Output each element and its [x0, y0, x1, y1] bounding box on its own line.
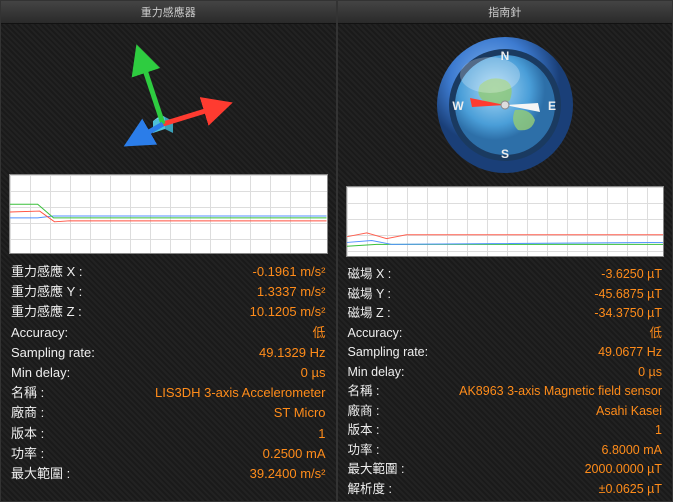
row-label: Accuracy: — [348, 325, 403, 343]
data-row: Sampling rate: 49.0677 Hz — [348, 343, 663, 363]
cardinal-e: E — [548, 99, 556, 113]
data-row: 重力感應 Y : 1.3337 m/s² — [11, 282, 326, 302]
row-label: 重力感應 Y : — [11, 283, 82, 301]
row-value: -45.6875 µT — [594, 286, 662, 304]
row-value: 0 µs — [301, 364, 326, 382]
axes-3d-svg — [78, 29, 258, 169]
data-row: 名稱 : AK8963 3-axis Magnetic field sensor — [348, 382, 663, 402]
panel-title: 指南針 — [338, 1, 673, 24]
axis-x — [163, 104, 228, 124]
gravity-sensor-panel: 重力感應器 — [0, 0, 337, 502]
data-row: Sampling rate: 49.1329 Hz — [11, 343, 326, 363]
data-row: 重力感應 X : -0.1961 m/s² — [11, 262, 326, 282]
axis-z — [128, 124, 163, 144]
row-label: Min delay: — [348, 364, 405, 382]
row-value: 6.8000 mA — [602, 442, 662, 460]
compass-svg: N E S W — [430, 30, 580, 180]
data-row: 磁場 X : -3.6250 µT — [348, 265, 663, 285]
row-label: 最大範圍 : — [11, 465, 70, 483]
data-row: 最大範圍 : 2000.0000 µT — [348, 460, 663, 480]
data-row: Min delay: 0 µs — [11, 363, 326, 383]
axis-y — [138, 49, 163, 124]
data-row: Accuracy: 低 — [348, 324, 663, 344]
row-value: 1 — [318, 425, 325, 443]
row-value: 10.1205 m/s² — [250, 303, 326, 321]
row-value: 0.2500 mA — [263, 445, 326, 463]
row-label: 重力感應 X : — [11, 263, 83, 281]
row-value: 49.0677 Hz — [598, 344, 662, 362]
graph-lines — [347, 187, 664, 256]
row-value: -3.6250 µT — [601, 266, 662, 284]
gravity-graph — [9, 174, 328, 254]
data-row: Accuracy: 低 — [11, 323, 326, 343]
series-x — [347, 233, 664, 239]
data-row: 磁場 Z : -34.3750 µT — [348, 304, 663, 324]
row-value: -0.1961 m/s² — [253, 263, 326, 281]
data-row: 廠商 : ST Micro — [11, 403, 326, 423]
row-label: 版本 : — [348, 422, 380, 440]
row-label: Sampling rate: — [11, 344, 95, 362]
data-row: 功率 : 0.2500 mA — [11, 444, 326, 464]
row-value: AK8963 3-axis Magnetic field sensor — [459, 383, 662, 401]
row-value: ±0.0625 µT — [599, 481, 662, 499]
data-row: 功率 : 6.8000 mA — [348, 441, 663, 461]
row-label: 重力感應 Z : — [11, 303, 82, 321]
row-label: 廠商 : — [348, 403, 380, 421]
row-label: 廠商 : — [11, 404, 44, 422]
panel-title: 重力感應器 — [1, 1, 336, 24]
cardinal-w: W — [452, 99, 464, 113]
row-value: ST Micro — [274, 404, 326, 422]
axes-3d-viz — [1, 24, 336, 174]
data-row: 廠商 : Asahi Kasei — [348, 402, 663, 422]
row-label: 功率 : — [348, 442, 380, 460]
row-value: 1.3337 m/s² — [257, 283, 326, 301]
row-label: Min delay: — [11, 364, 70, 382]
row-label: 名稱 : — [11, 384, 44, 402]
row-label: 版本 : — [11, 425, 44, 443]
compass-panel: 指南針 N E — [337, 0, 673, 502]
row-value: 0 µs — [638, 364, 662, 382]
series-y — [347, 241, 664, 245]
row-label: 解析度 : — [348, 481, 392, 499]
row-label: 磁場 X : — [348, 266, 392, 284]
row-value: 低 — [649, 325, 662, 343]
cardinal-s: S — [501, 147, 509, 161]
data-row: 最大範圍 : 39.2400 m/s² — [11, 464, 326, 484]
data-row: 版本 : 1 — [348, 421, 663, 441]
data-row: 版本 : 1 — [11, 424, 326, 444]
row-value: 低 — [312, 324, 325, 342]
row-value: -34.3750 µT — [594, 305, 662, 323]
compass-graph — [346, 186, 665, 257]
row-value: LIS3DH 3-axis Accelerometer — [155, 384, 326, 402]
gloss — [460, 57, 520, 93]
row-value: 49.1329 Hz — [259, 344, 326, 362]
data-row: 重力感應 Z : 10.1205 m/s² — [11, 302, 326, 322]
row-label: 磁場 Z : — [348, 305, 391, 323]
row-label: 功率 : — [11, 445, 44, 463]
row-value: 2000.0000 µT — [585, 461, 662, 479]
row-label: 最大範圍 : — [348, 461, 405, 479]
row-label: 磁場 Y : — [348, 286, 392, 304]
graph-lines — [10, 175, 327, 253]
row-value: Asahi Kasei — [596, 403, 662, 421]
row-label: Accuracy: — [11, 324, 68, 342]
row-label: 名稱 : — [348, 383, 380, 401]
row-label: Sampling rate: — [348, 344, 429, 362]
row-value: 39.2400 m/s² — [250, 465, 326, 483]
data-row: Min delay: 0 µs — [348, 363, 663, 383]
compass-viz: N E S W — [338, 24, 673, 186]
row-value: 1 — [655, 422, 662, 440]
gravity-data-rows: 重力感應 X :-0.1961 m/s²重力感應 Y :1.3337 m/s²重… — [1, 260, 336, 486]
data-row: 名稱 : LIS3DH 3-axis Accelerometer — [11, 383, 326, 403]
data-row: 解析度 : ±0.0625 µT — [348, 480, 663, 500]
compass-data-rows: 磁場 X : -3.6250 µT 磁場 Y : -45.6875 µT 磁場 Z : -… — [338, 263, 673, 501]
data-row: 磁場 Y : -45.6875 µT — [348, 285, 663, 305]
